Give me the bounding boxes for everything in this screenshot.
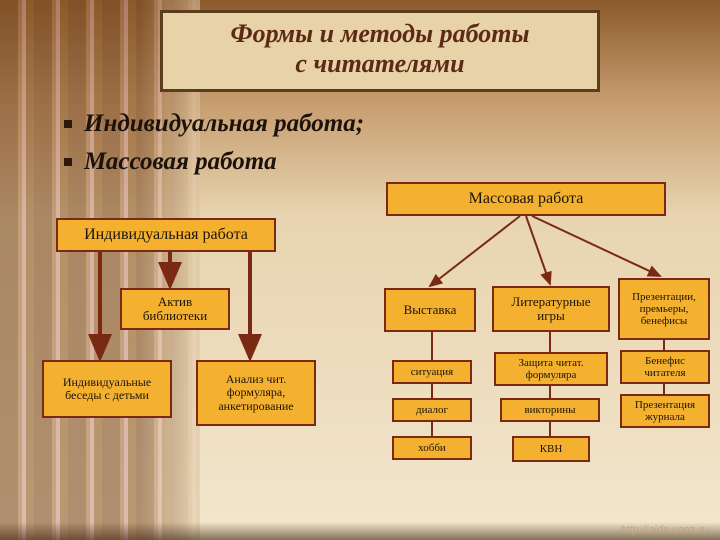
besedy-box: Индивидуальные беседы с детьми	[42, 360, 172, 418]
individual-header-label: Индивидуальная работа	[84, 226, 248, 244]
lit-label: Литературные игры	[500, 295, 602, 324]
prez-journal-box: Презентация журнала	[620, 394, 710, 428]
situatsiya-box: ситуация	[392, 360, 472, 384]
viktoriny-box: викторины	[500, 398, 600, 422]
aktiv-box: Актив библиотеки	[120, 288, 230, 330]
analiz-label: Анализ чит. формуляра, анкетирование	[204, 373, 308, 413]
kvn-box: КВН	[512, 436, 590, 462]
bullet-item: Индивидуальная работа;	[64, 110, 364, 138]
title-box: Формы и методы работы с читателями	[160, 10, 600, 92]
bullet-dot-icon	[64, 158, 72, 166]
prez-journal-label: Презентация журнала	[628, 399, 702, 423]
footer-bar	[0, 522, 720, 540]
footer-link: http://aida.ucoz.ru	[621, 524, 708, 536]
prez-box: Презентации, премьеры, бенефисы	[618, 278, 710, 340]
viktoriny-label: викторины	[524, 404, 575, 416]
dialog-box: диалог	[392, 398, 472, 422]
bullet-item: Массовая работа	[64, 148, 364, 176]
bullet-text: Индивидуальная работа;	[84, 110, 364, 138]
bullet-text: Массовая работа	[84, 148, 277, 176]
zashchita-label: Защита читат. формуляра	[502, 357, 600, 381]
hobby-label: хобби	[418, 442, 446, 454]
hobby-box: хобби	[392, 436, 472, 460]
bullet-list: Индивидуальная работа; Массовая работа	[64, 110, 364, 186]
analiz-box: Анализ чит. формуляра, анкетирование	[196, 360, 316, 426]
aktiv-label: Актив библиотеки	[128, 295, 222, 324]
title-line1: Формы и методы работы	[231, 19, 530, 48]
dialog-label: диалог	[416, 404, 448, 416]
lit-box: Литературные игры	[492, 286, 610, 332]
mass-header-box: Массовая работа	[386, 182, 666, 216]
vystavka-box: Выставка	[384, 288, 476, 332]
besedy-label: Индивидуальные беседы с детьми	[50, 376, 164, 402]
bullet-dot-icon	[64, 120, 72, 128]
benefis-box: Бенефис читателя	[620, 350, 710, 384]
title-line2: с читателями	[295, 49, 464, 78]
situatsiya-label: ситуация	[411, 366, 454, 378]
individual-header-box: Индивидуальная работа	[56, 218, 276, 252]
prez-label: Презентации, премьеры, бенефисы	[626, 291, 702, 327]
kvn-label: КВН	[540, 443, 563, 455]
benefis-label: Бенефис читателя	[628, 355, 702, 379]
mass-header-label: Массовая работа	[469, 190, 584, 208]
zashchita-box: Защита читат. формуляра	[494, 352, 608, 386]
vystavka-label: Выставка	[404, 303, 457, 317]
